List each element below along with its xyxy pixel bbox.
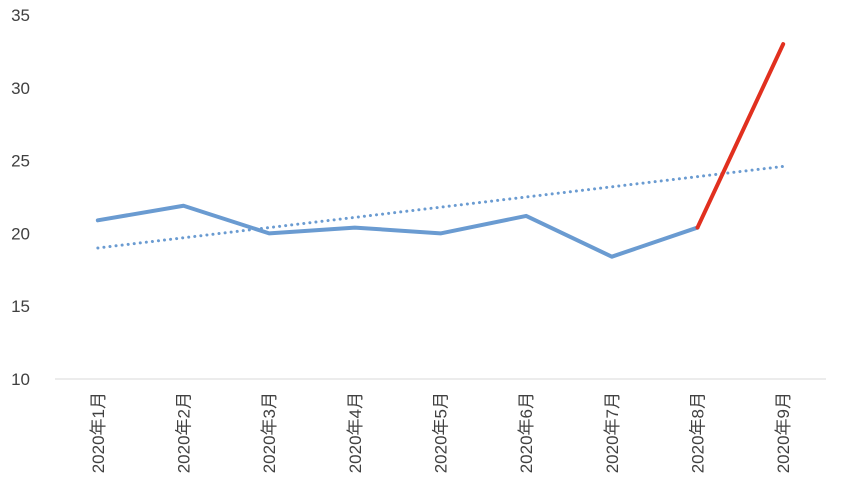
x-tick-label: 2020年1月 — [89, 392, 108, 473]
y-tick-label: 20 — [11, 224, 30, 243]
y-tick-label: 10 — [11, 370, 30, 389]
y-axis-tick-labels: 10 15 20 25 30 35 — [11, 6, 30, 389]
x-tick-label: 2020年3月 — [260, 392, 279, 473]
x-tick-label: 2020年4月 — [346, 392, 365, 473]
y-tick-label: 25 — [11, 152, 30, 171]
series-line — [95, 203, 700, 259]
x-axis-tick-labels: 2020年1月 2020年2月 2020年3月 2020年4月 2020年5月 2020年… — [89, 392, 793, 473]
trend-line — [96, 164, 785, 250]
series-layer — [95, 42, 786, 259]
highlight-series-line — [695, 42, 786, 230]
y-tick-label: 35 — [11, 6, 30, 25]
x-tick-label: 2020年6月 — [517, 392, 536, 473]
y-tick-label: 15 — [11, 297, 30, 316]
x-tick-label: 2020年9月 — [774, 392, 793, 473]
x-tick-label: 2020年5月 — [432, 392, 451, 473]
y-tick-label: 30 — [11, 79, 30, 98]
x-tick-label: 2020年7月 — [603, 392, 622, 473]
x-tick-label: 2020年8月 — [689, 392, 708, 473]
x-tick-label: 2020年2月 — [175, 392, 194, 473]
